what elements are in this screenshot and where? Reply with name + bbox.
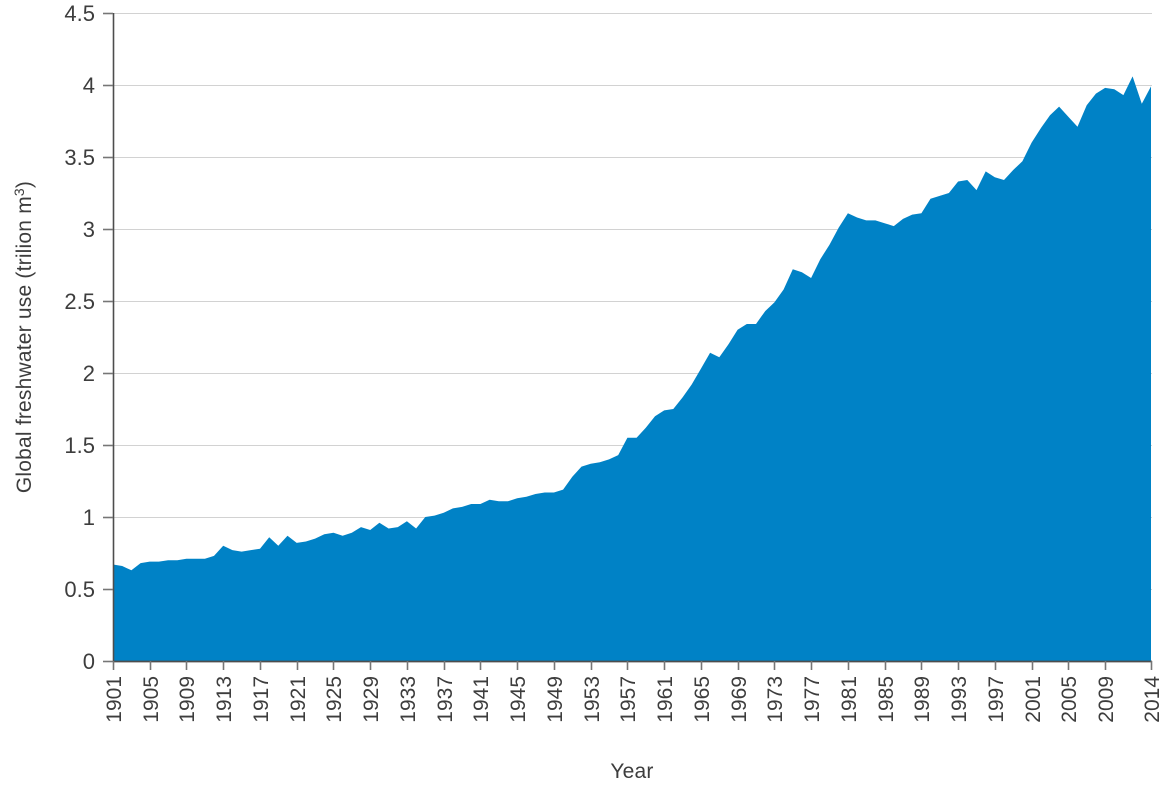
- x-tick-label: 1937: [434, 676, 457, 723]
- x-tick-label: 1989: [911, 676, 934, 723]
- x-tick-label: 1945: [507, 676, 530, 723]
- x-tick-label: 1961: [654, 676, 677, 723]
- y-axis-title-superscript: 3: [11, 188, 27, 197]
- y-axis-title-text: Global freshwater use (trilion m: [13, 196, 36, 494]
- x-tick-label: 1965: [691, 676, 714, 723]
- y-tick-label: 4.5: [64, 1, 95, 26]
- x-tick-label: 1957: [617, 676, 640, 723]
- x-tick-label: 2001: [1022, 676, 1045, 723]
- y-axis-title: Global freshwater use (trilion m3): [11, 181, 37, 493]
- x-tick-label: 1929: [360, 676, 383, 723]
- x-tick-label: 1953: [581, 676, 604, 723]
- x-tick-label: 1901: [103, 676, 126, 723]
- x-tick-label: 1985: [875, 676, 898, 723]
- y-tick-label: 3.5: [64, 145, 95, 170]
- y-tick-label: 1: [83, 505, 95, 530]
- x-tick-label: 1905: [140, 676, 163, 723]
- x-tick-label: 1949: [544, 676, 567, 723]
- x-tick-label: 1941: [470, 676, 493, 723]
- x-tick-label: 1973: [764, 676, 787, 723]
- y-tick-label: 3: [83, 217, 95, 242]
- x-tick-label: 1977: [801, 676, 824, 723]
- y-tick-label: 0: [83, 649, 95, 674]
- y-axis-title-suffix: ): [13, 180, 36, 189]
- y-tick-label: 2: [83, 361, 95, 386]
- y-tick-label: 1.5: [64, 433, 95, 458]
- x-tick-label: 2005: [1058, 676, 1081, 723]
- y-tick-label: 2.5: [64, 289, 95, 314]
- x-tick-label: 2009: [1095, 676, 1118, 723]
- y-tick-label: 0.5: [64, 577, 95, 602]
- x-tick-label: 1925: [323, 676, 346, 723]
- x-axis-title: Year: [610, 760, 654, 783]
- x-tick-label: 1997: [985, 676, 1008, 723]
- x-tick-label: 1933: [397, 676, 420, 723]
- x-tick-label: 1993: [948, 676, 971, 723]
- x-tick-label: 2014: [1141, 676, 1164, 723]
- x-tick-label: 1969: [728, 676, 751, 723]
- x-tick-label: 1909: [176, 676, 199, 723]
- x-tick-label: 1917: [250, 676, 273, 723]
- y-tick-label: 4: [83, 73, 95, 98]
- freshwater-area-series: [113, 76, 1151, 661]
- x-tick-label: 1921: [287, 676, 310, 723]
- x-tick-label: 1981: [838, 676, 861, 723]
- x-tick-label: 1913: [213, 676, 236, 723]
